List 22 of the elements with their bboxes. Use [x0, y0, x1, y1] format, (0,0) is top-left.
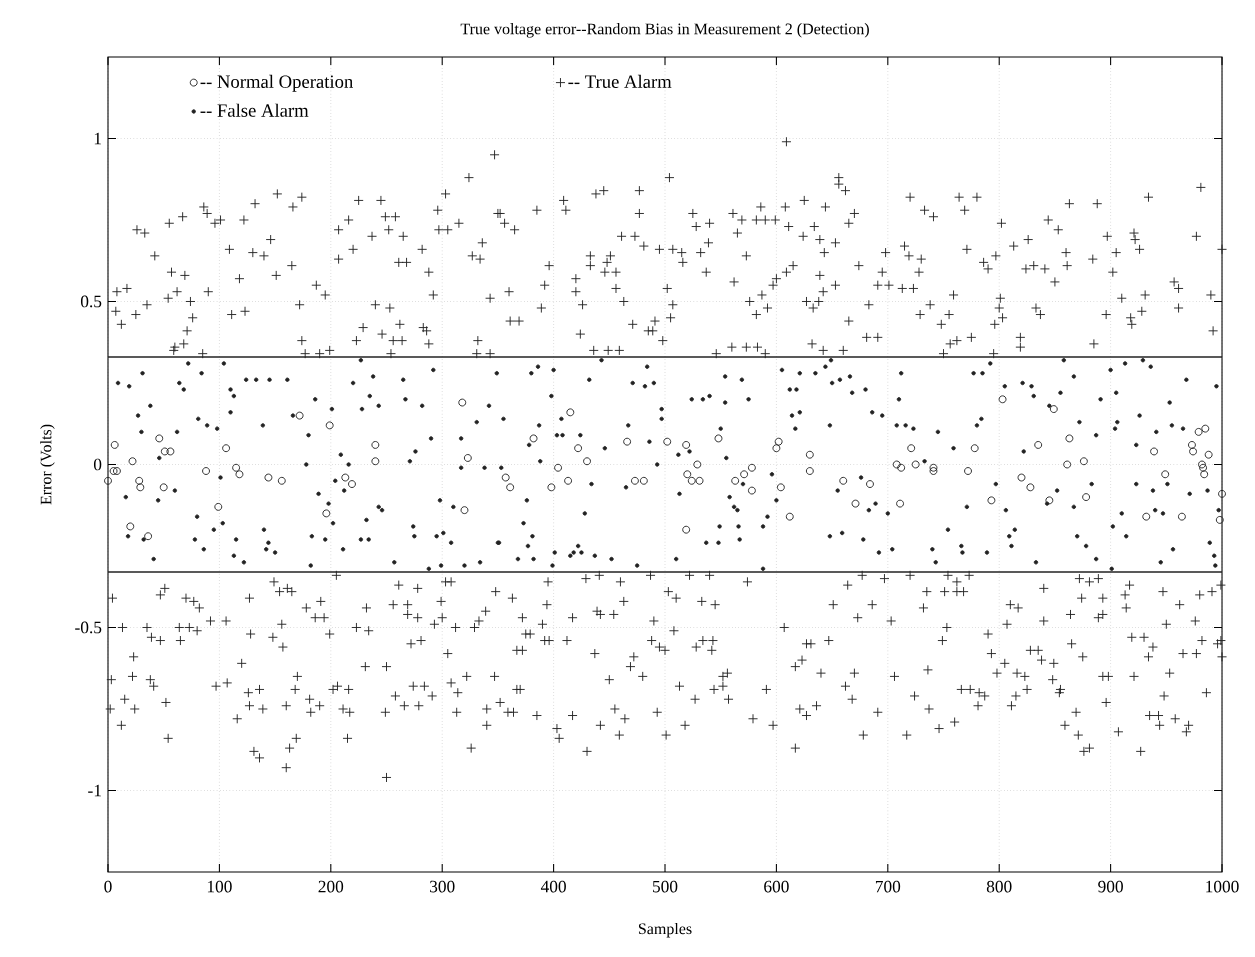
x-axis-title: Samples	[638, 922, 692, 938]
x-tick-label: 600	[764, 880, 789, 893]
y-axis-title: Error (Volts)	[40, 424, 55, 505]
legend-label: -- Normal Operation	[200, 74, 353, 92]
chart-title: True voltage error--Random Bias in Measurement 2 (Detection)	[460, 23, 869, 38]
legend-label: -- False Alarm	[200, 103, 309, 117]
y-tick-label: -0.5	[75, 621, 102, 634]
x-tick-label: 0	[104, 880, 112, 893]
x-tick-label: 900	[1098, 880, 1123, 893]
x-tick-label: 100	[207, 880, 232, 893]
x-tick-label: 200	[318, 880, 344, 893]
x-tick-label: 800	[986, 880, 1012, 893]
x-tick-label: 400	[540, 880, 566, 893]
x-tick-label: 300	[430, 880, 455, 893]
y-tick-label: 0	[93, 458, 102, 471]
x-tick-label: 1000	[1206, 880, 1239, 893]
x-tick-label: 700	[875, 880, 901, 893]
legend-label: -- True Alarm	[568, 74, 672, 88]
y-tick-label: 1	[94, 132, 101, 145]
x-tick-label: 500	[653, 880, 678, 893]
y-tick-label: 0.5	[80, 295, 102, 308]
y-tick-label: -1	[88, 784, 101, 797]
